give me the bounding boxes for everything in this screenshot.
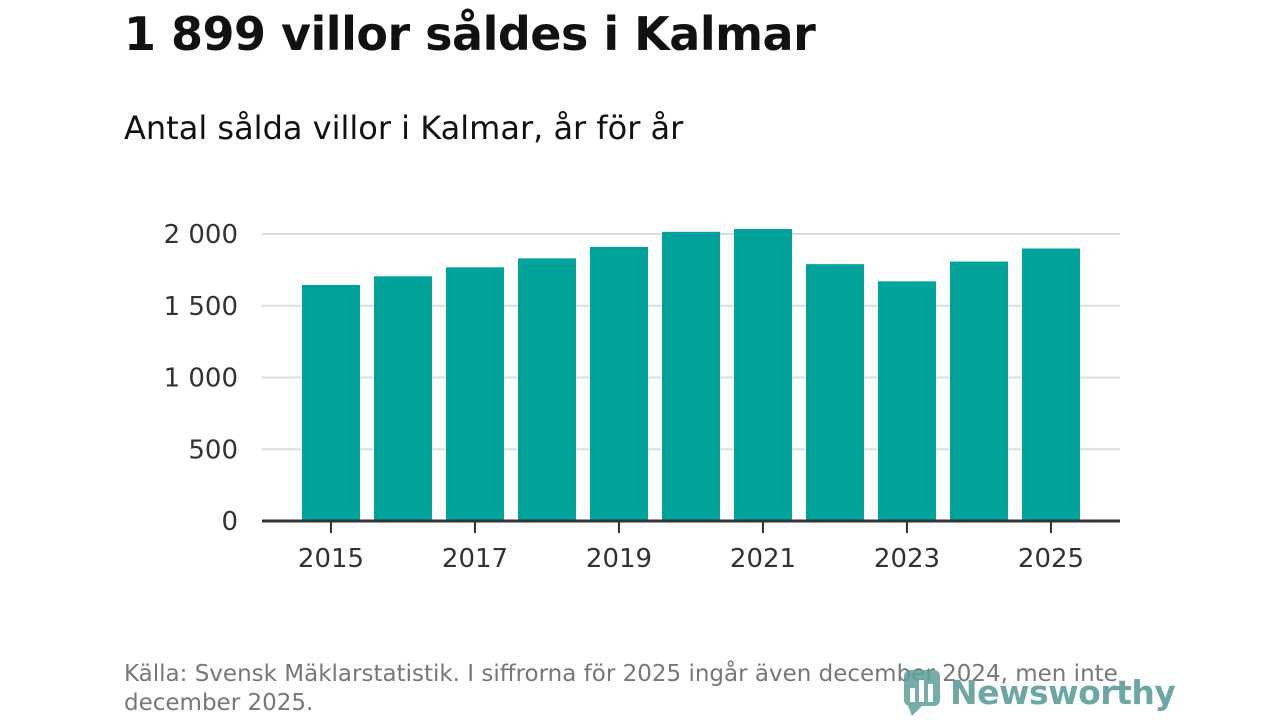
bar-2025 [1022, 248, 1080, 521]
x-axis-ticks: 2015 2017 2019 2021 2023 2025 [298, 521, 1084, 574]
x-tick-label: 2017 [442, 544, 508, 574]
bar-2022 [806, 264, 864, 521]
x-tick-label: 2023 [874, 544, 940, 574]
bar-chart: 0 500 1 000 1 500 2 000 2015 2017 2019 2021 2023… [164, 220, 1120, 574]
bar-2018 [518, 258, 576, 521]
y-tick-label: 500 [188, 435, 238, 465]
x-tick-label: 2015 [298, 544, 364, 574]
y-tick-label: 1 000 [164, 364, 238, 394]
bar-2019 [590, 246, 648, 522]
x-tick-label: 2019 [586, 544, 652, 574]
y-axis-ticks: 0 500 1 000 1 500 2 000 [164, 220, 238, 537]
bar-2017 [446, 267, 504, 521]
logo-text: Newsworthy [950, 673, 1176, 712]
source-note: Källa: Svensk Mäklarstatistik. I siffror… [124, 661, 1118, 716]
newsworthy-logo: Newsworthy [902, 668, 1176, 718]
chart-title: 1 899 villor såldes i Kalmar [124, 7, 816, 61]
y-tick-label: 2 000 [164, 220, 238, 250]
y-tick-label: 0 [221, 507, 238, 537]
bars [262, 228, 1120, 523]
bar-2020 [662, 231, 720, 521]
bar-2016 [374, 276, 432, 521]
chart-subtitle: Antal sålda villor i Kalmar, år för år [124, 109, 684, 147]
bar-2015 [302, 284, 360, 521]
bar-chart-logo-icon [904, 670, 940, 716]
bar-2023 [878, 281, 936, 521]
x-tick-label: 2025 [1018, 544, 1084, 574]
bar-2024 [950, 261, 1008, 521]
y-tick-label: 1 500 [164, 292, 238, 322]
x-tick-label: 2021 [730, 544, 796, 574]
bar-2021 [734, 228, 792, 522]
